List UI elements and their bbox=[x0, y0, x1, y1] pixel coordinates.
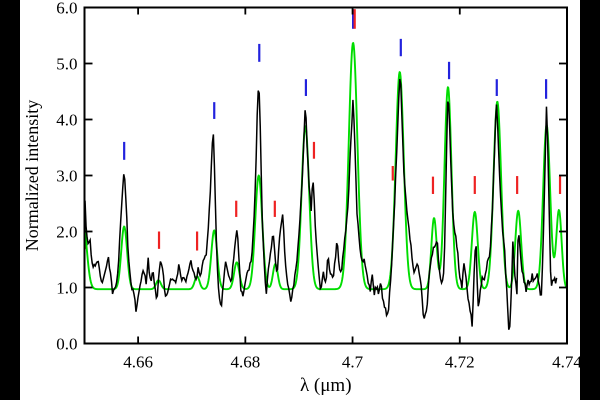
observed-spectrum-line bbox=[84, 78, 558, 330]
x-tick-label: 4.7 bbox=[342, 353, 364, 372]
red-line-marker bbox=[84, 9, 562, 251]
y-tick-label: 3.0 bbox=[56, 167, 77, 186]
y-tick-label: 4.0 bbox=[56, 111, 77, 130]
y-tick-label: 2.0 bbox=[56, 223, 77, 242]
y-tick-label: 1.0 bbox=[56, 279, 77, 298]
y-axis-label: Normalized intensity bbox=[22, 100, 42, 251]
y-tick-label: 6.0 bbox=[56, 0, 77, 18]
axis-ticks bbox=[84, 6, 568, 345]
x-axis-label: λ (μm) bbox=[300, 375, 352, 396]
blue-line-marker bbox=[123, 9, 548, 160]
x-tick-label: 4.72 bbox=[445, 353, 475, 372]
y-tick-label: 0.0 bbox=[56, 335, 77, 354]
plot-area bbox=[84, 9, 567, 330]
figure-panel bbox=[20, 0, 580, 400]
x-tick-label: 4.68 bbox=[230, 353, 260, 372]
x-tick-label: 4.74 bbox=[552, 353, 582, 372]
x-tick-label: 4.66 bbox=[123, 353, 153, 372]
y-tick-label: 5.0 bbox=[56, 55, 77, 74]
